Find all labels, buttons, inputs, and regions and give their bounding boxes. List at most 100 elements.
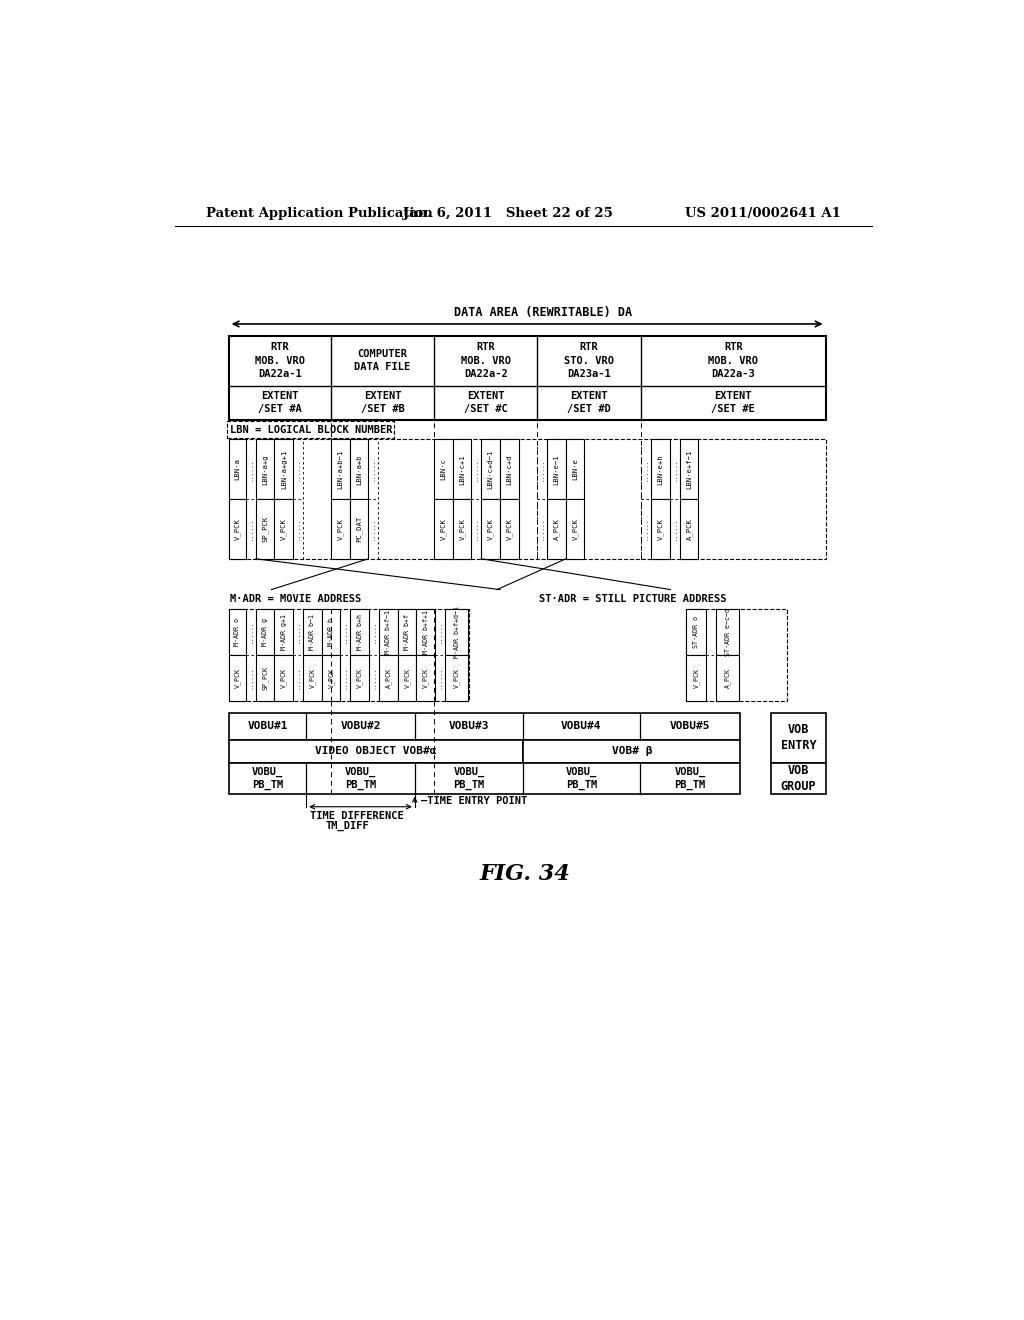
Text: VIDEO OBJECT VOB#α: VIDEO OBJECT VOB#α (315, 746, 437, 756)
Text: V_PCK: V_PCK (571, 517, 579, 540)
Text: ......: ...... (437, 620, 442, 643)
Bar (680, 499, 698, 558)
Text: M·ADR g: M·ADR g (262, 618, 268, 645)
Bar (397, 655, 417, 701)
Text: A_PCK: A_PCK (553, 517, 560, 540)
Text: ......: ...... (372, 667, 377, 689)
Bar (566, 499, 585, 558)
Text: VOB
GROUP: VOB GROUP (780, 764, 816, 793)
Bar (481, 499, 500, 558)
Text: ......: ...... (296, 517, 301, 540)
Bar (228, 609, 246, 655)
Bar (547, 499, 566, 558)
Bar (228, 609, 469, 701)
Text: ST·ADR = STILL PICTURE ADDRESS: ST·ADR = STILL PICTURE ADDRESS (539, 594, 726, 603)
Text: EXTENT
/SET #C: EXTENT /SET #C (464, 391, 508, 414)
Text: LBN·a+g: LBN·a+g (262, 454, 268, 484)
Text: ......: ...... (540, 458, 545, 480)
Text: LBN·e+h: LBN·e+h (657, 454, 664, 484)
Text: M·ADR o: M·ADR o (234, 618, 241, 645)
Text: LBN·a+b−1: LBN·a+b−1 (337, 450, 343, 488)
Bar (228, 713, 740, 739)
Text: ......: ...... (644, 517, 648, 540)
Text: RTR
MOB. VRO
DA22a-2: RTR MOB. VRO DA22a-2 (461, 342, 511, 379)
Bar (228, 440, 825, 558)
Text: LBN·a+g+1: LBN·a+g+1 (281, 450, 287, 488)
Bar (303, 655, 322, 701)
Bar (256, 440, 274, 499)
Bar (256, 655, 274, 701)
Bar (651, 499, 670, 558)
Text: VOBU#2: VOBU#2 (340, 721, 381, 731)
Bar (417, 609, 435, 655)
Bar (445, 609, 468, 655)
Text: ......: ...... (371, 517, 376, 540)
Text: V_PCK: V_PCK (693, 668, 699, 688)
Bar (481, 440, 500, 499)
Text: RTR
STO. VRO
DA23a-1: RTR STO. VRO DA23a-1 (564, 342, 614, 379)
Text: VOB
ENTRY: VOB ENTRY (780, 723, 816, 752)
Bar (228, 739, 523, 763)
Bar (228, 335, 825, 420)
Text: V_PCK: V_PCK (487, 517, 494, 540)
Text: FIG. 34: FIG. 34 (479, 863, 570, 886)
Text: ......: ...... (474, 458, 479, 480)
Bar (686, 609, 786, 701)
Text: V_PCK: V_PCK (328, 668, 335, 688)
Text: SP_PCK: SP_PCK (262, 516, 268, 543)
Text: A_PCK: A_PCK (385, 668, 392, 688)
Text: LBN·c+d−1: LBN·c+d−1 (487, 450, 494, 488)
Text: A_PCK: A_PCK (686, 517, 692, 540)
Bar (680, 440, 698, 499)
Text: ......: ...... (540, 517, 545, 540)
Bar (686, 655, 707, 701)
Text: EXTENT
/SET #A: EXTENT /SET #A (258, 391, 302, 414)
Text: ST·ADR o: ST·ADR o (693, 616, 699, 648)
Bar (274, 440, 293, 499)
Text: A_PCK: A_PCK (725, 668, 731, 688)
Text: LBN·c+1: LBN·c+1 (459, 454, 465, 484)
Bar (523, 739, 740, 763)
Text: V_PCK: V_PCK (506, 517, 513, 540)
Text: ......: ...... (296, 458, 301, 480)
Text: PC_DAT: PC_DAT (355, 516, 362, 543)
Text: VOBU#1: VOBU#1 (247, 721, 288, 731)
Text: V_PCK: V_PCK (657, 517, 664, 540)
Text: ......: ...... (644, 458, 648, 480)
Bar (417, 655, 435, 701)
Bar (453, 440, 471, 499)
Bar (453, 499, 471, 558)
Text: LBN·e−1: LBN·e−1 (554, 454, 559, 484)
Text: VOBU_
PB_TM: VOBU_ PB_TM (454, 767, 484, 789)
Text: V_PCK: V_PCK (233, 517, 241, 540)
Text: V_PCK: V_PCK (356, 668, 364, 688)
Text: M·ADR b: M·ADR b (328, 618, 334, 645)
Bar (500, 440, 518, 499)
Text: V_PCK: V_PCK (281, 517, 287, 540)
Text: VOB# β: VOB# β (611, 746, 652, 756)
Bar (274, 655, 293, 701)
Bar (350, 655, 369, 701)
Text: ......: ...... (474, 517, 479, 540)
Bar (228, 655, 246, 701)
Text: TM_DIFF: TM_DIFF (326, 821, 370, 832)
Text: ......: ...... (371, 458, 376, 480)
Bar (228, 440, 246, 499)
Bar (256, 609, 274, 655)
Text: M·ADR b+h: M·ADR b+h (356, 614, 362, 649)
Text: VOBU_
PB_TM: VOBU_ PB_TM (674, 767, 706, 789)
Text: ......: ...... (249, 517, 253, 540)
Text: V_PCK: V_PCK (337, 517, 344, 540)
Bar (274, 499, 293, 558)
Text: LBN = LOGICAL BLOCK NUMBER: LBN = LOGICAL BLOCK NUMBER (230, 425, 393, 436)
Bar (651, 440, 670, 499)
Text: VOBU_
PB_TM: VOBU_ PB_TM (252, 767, 283, 789)
Text: ......: ...... (673, 458, 677, 480)
Text: ......: ...... (296, 667, 301, 689)
Text: LBN·e: LBN·e (572, 458, 579, 480)
Text: ......: ...... (372, 620, 377, 643)
Bar (331, 499, 349, 558)
Bar (771, 763, 825, 793)
Text: DATA AREA (REWRITABLE) DA: DATA AREA (REWRITABLE) DA (454, 306, 632, 319)
Text: M·ADR g+1: M·ADR g+1 (281, 614, 287, 649)
